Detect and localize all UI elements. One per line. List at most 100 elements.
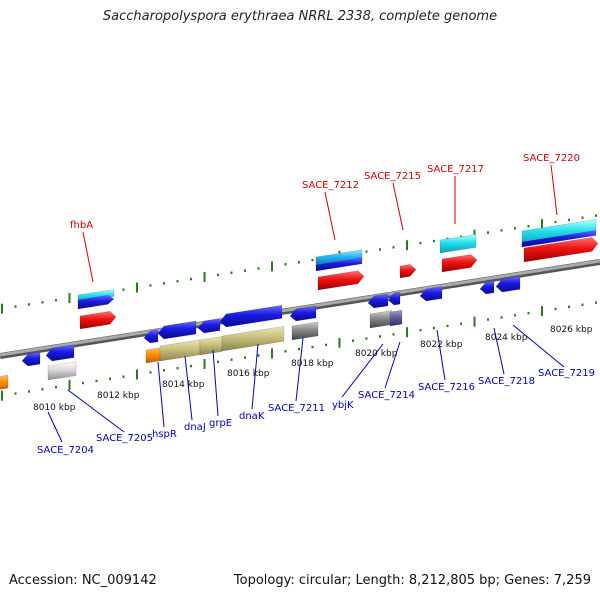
minor-tick — [392, 246, 395, 249]
gene-label-SACE_7219[interactable]: SACE_7219 — [538, 368, 595, 379]
minor-tick — [190, 277, 192, 281]
minor-tick — [433, 239, 435, 243]
leader-line — [295, 337, 304, 402]
minor-tick — [595, 301, 597, 304]
gene-feature — [79, 311, 117, 330]
gene-label-SACE_7215[interactable]: SACE_7215 — [364, 171, 421, 182]
minor-tick — [581, 303, 584, 306]
minor-tick — [176, 366, 179, 370]
gene-feature — [159, 339, 201, 362]
minor-tick — [446, 324, 449, 328]
gene-feature — [441, 254, 478, 273]
gene-feature — [157, 320, 197, 340]
gene-feature — [387, 291, 401, 306]
minor-tick — [244, 269, 246, 272]
minor-tick — [28, 303, 30, 306]
minor-tick — [149, 371, 152, 374]
minor-tick — [419, 328, 422, 332]
gene-feature — [369, 310, 393, 329]
leader-line — [512, 324, 565, 368]
gene-label-SACE_7212[interactable]: SACE_7212 — [302, 180, 359, 191]
gene-feature — [479, 280, 495, 295]
minor-tick — [568, 218, 570, 222]
minor-tick — [311, 258, 314, 262]
scale-label: 8020 kbp — [355, 349, 398, 359]
gene-label-grpE[interactable]: grpE — [209, 418, 232, 429]
minor-tick — [554, 307, 557, 311]
gene-feature — [399, 264, 417, 279]
minor-tick — [284, 263, 287, 266]
gene-feature — [197, 318, 221, 334]
gene-label-fhbA[interactable]: fhbA — [70, 220, 93, 231]
gene-label-dnaK[interactable]: dnaK — [239, 411, 265, 422]
gene-feature — [521, 230, 597, 248]
gene-label-SACE_7218[interactable]: SACE_7218 — [478, 376, 535, 387]
minor-tick — [379, 248, 381, 251]
gene-label-SACE_7205[interactable]: SACE_7205 — [96, 433, 153, 444]
minor-tick — [230, 358, 233, 361]
gene-label-hspR[interactable]: hspR — [152, 429, 177, 440]
gene-feature — [495, 275, 521, 293]
gene-feature — [315, 257, 363, 272]
scale-label: 8014 kbp — [162, 380, 205, 390]
minor-tick — [500, 316, 503, 319]
minor-tick — [257, 267, 260, 270]
gene-feature — [389, 309, 403, 327]
minor-tick — [244, 356, 246, 359]
minor-tick — [298, 260, 300, 264]
leader-line — [67, 389, 125, 433]
minor-tick — [163, 282, 165, 285]
minor-tick — [298, 347, 300, 351]
accession-text: Accession: NC_009142 — [9, 573, 157, 588]
gene-feature — [199, 336, 223, 356]
gene-feature — [77, 295, 115, 310]
gene-feature — [317, 270, 365, 291]
leader-line — [47, 411, 63, 443]
minor-tick — [392, 333, 395, 336]
minor-tick — [41, 388, 44, 391]
minor-tick — [28, 390, 30, 393]
minor-tick — [325, 343, 327, 347]
leader-line — [324, 191, 336, 241]
lower-gene-labels: SACE_7204 SACE_7205 hspR dnaJ grpE dnaK … — [37, 368, 595, 456]
minor-tick — [257, 354, 260, 357]
gene-label-ybjK[interactable]: ybjK — [332, 400, 354, 411]
minor-tick — [14, 392, 17, 395]
leader-line — [212, 349, 219, 417]
gene-label-SACE_7216[interactable]: SACE_7216 — [418, 382, 475, 393]
minor-tick — [433, 326, 435, 330]
leader-line — [392, 182, 404, 231]
minor-tick — [217, 273, 219, 277]
gene-feature — [289, 305, 317, 322]
gene-label-SACE_7204[interactable]: SACE_7204 — [37, 445, 94, 456]
leader-line — [157, 361, 165, 428]
gene-label-SACE_7214[interactable]: SACE_7214 — [358, 390, 415, 401]
minor-tick — [581, 216, 584, 219]
gene-feature — [291, 321, 319, 341]
minor-tick — [14, 305, 17, 308]
minor-tick — [487, 318, 489, 321]
minor-tick — [527, 312, 530, 315]
gene-feature — [419, 286, 443, 302]
gene-label-SACE_7211[interactable]: SACE_7211 — [268, 403, 325, 414]
minor-tick — [230, 271, 233, 274]
gene-label-dnaJ[interactable]: dnaJ — [184, 422, 206, 433]
minor-tick — [568, 305, 570, 309]
minor-tick — [82, 381, 84, 385]
label-leader-lines — [47, 164, 565, 443]
minor-tick — [176, 279, 179, 283]
leader-line — [436, 329, 446, 381]
minor-tick — [460, 322, 462, 325]
scale-label: 8022 kbp — [420, 340, 463, 350]
gene-label-SACE_7217[interactable]: SACE_7217 — [427, 164, 484, 175]
minor-tick — [514, 227, 516, 230]
leader-line — [251, 343, 259, 410]
gene-feature — [45, 344, 75, 362]
minor-tick — [365, 337, 368, 340]
leader-line — [184, 355, 193, 421]
minor-tick — [595, 214, 597, 217]
minor-tick — [95, 379, 98, 383]
minor-tick — [122, 375, 125, 378]
gene-label-SACE_7220[interactable]: SACE_7220 — [523, 153, 580, 164]
